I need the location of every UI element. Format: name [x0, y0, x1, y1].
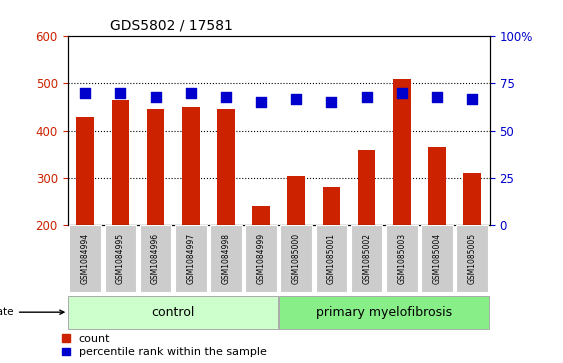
Bar	[463, 173, 481, 225]
Point	[468, 96, 477, 102]
Bar	[140, 225, 171, 292]
Point	[186, 90, 195, 96]
Bar	[111, 100, 129, 225]
Text: GSM1085001: GSM1085001	[327, 233, 336, 284]
Bar	[280, 225, 312, 292]
Bar	[428, 147, 446, 225]
Point	[81, 90, 90, 96]
Point	[362, 94, 371, 99]
Bar	[393, 79, 410, 225]
Text: GSM1084997: GSM1084997	[186, 233, 195, 284]
Text: GSM1085004: GSM1085004	[432, 233, 441, 284]
Legend: count, percentile rank within the sample: count, percentile rank within the sample	[62, 334, 266, 358]
Text: GDS5802 / 17581: GDS5802 / 17581	[110, 19, 233, 32]
Bar	[217, 110, 235, 225]
Bar	[279, 296, 489, 329]
Bar	[77, 117, 94, 225]
Bar	[351, 225, 382, 292]
Bar	[288, 176, 305, 225]
Text: GSM1085003: GSM1085003	[397, 233, 406, 284]
Point	[327, 99, 336, 105]
Bar	[105, 225, 136, 292]
Bar	[316, 225, 347, 292]
Text: GSM1084999: GSM1084999	[257, 233, 266, 284]
Point	[432, 94, 441, 99]
Text: GSM1085005: GSM1085005	[468, 233, 477, 284]
Bar	[245, 225, 277, 292]
Bar	[69, 225, 101, 292]
Text: control: control	[151, 306, 195, 319]
Bar	[386, 225, 418, 292]
Bar	[421, 225, 453, 292]
Point	[397, 90, 406, 96]
Text: disease state: disease state	[0, 307, 64, 317]
Bar	[358, 151, 376, 225]
Bar	[68, 296, 278, 329]
Bar	[252, 206, 270, 225]
Bar	[457, 225, 488, 292]
Bar	[210, 225, 242, 292]
Text: GSM1084995: GSM1084995	[116, 233, 125, 284]
Point	[257, 99, 266, 105]
Bar	[175, 225, 207, 292]
Text: primary myelofibrosis: primary myelofibrosis	[316, 306, 452, 319]
Bar	[182, 107, 199, 225]
Text: GSM1084996: GSM1084996	[151, 233, 160, 284]
Text: GSM1084998: GSM1084998	[221, 233, 230, 284]
Text: GSM1084994: GSM1084994	[81, 233, 90, 284]
Text: GSM1085002: GSM1085002	[362, 233, 371, 284]
Text: GSM1085000: GSM1085000	[292, 233, 301, 284]
Bar	[147, 110, 164, 225]
Point	[151, 94, 160, 99]
Point	[221, 94, 230, 99]
Point	[292, 96, 301, 102]
Point	[116, 90, 125, 96]
Bar	[323, 187, 340, 225]
